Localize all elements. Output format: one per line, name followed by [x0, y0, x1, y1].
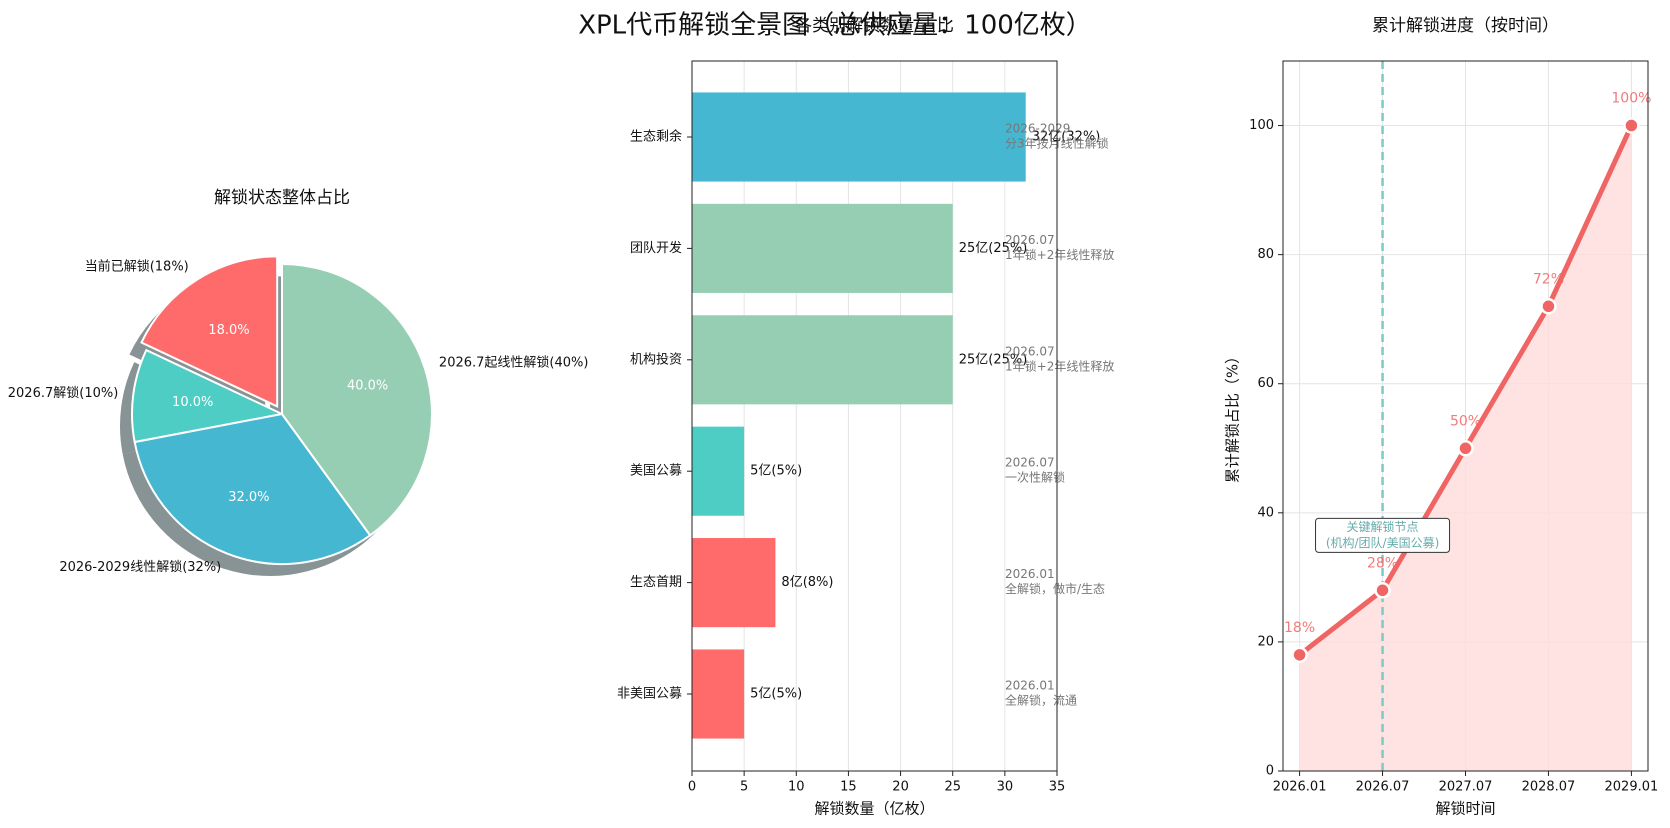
point-value-label: 28% [1367, 555, 1398, 571]
bar [692, 315, 953, 405]
slice-value-label: 40.0% [347, 379, 388, 394]
y-tick-label: 20 [1257, 634, 1274, 649]
y-tick-label: 机构投资 [630, 351, 682, 367]
bar-note: 全解锁，做市/生态 [1005, 581, 1105, 596]
y-tick-label: 100 [1249, 118, 1274, 133]
bar-value-label: 5亿(5%) [750, 687, 802, 702]
bar-note: 2026.01 [1005, 679, 1055, 693]
slice-label: 2026.7起线性解锁(40%) [439, 355, 589, 371]
slice-value-label: 18.0% [208, 323, 249, 338]
chart-title: 各类别解锁数量/占比 [795, 16, 954, 36]
point [1457, 440, 1474, 457]
bar-value-label: 8亿(8%) [781, 575, 833, 590]
bar-note: 2026.07 [1005, 233, 1055, 247]
point-value-label: 50% [1450, 413, 1481, 429]
y-tick-label: 团队开发 [630, 240, 682, 256]
x-tick-label: 5 [740, 780, 748, 795]
bar [692, 203, 953, 293]
bar-note: 1年锁+2年线性释放 [1005, 247, 1114, 262]
x-tick-label: 2026.01 [1273, 780, 1327, 795]
point-value-label: 100% [1611, 91, 1651, 107]
x-tick-label: 35 [1049, 780, 1066, 795]
bar [692, 649, 745, 739]
x-tick-label: 2028.07 [1522, 780, 1576, 795]
axes-frame [1282, 60, 1649, 772]
x-tick-label: 2026.07 [1356, 780, 1410, 795]
x-axis-label: 解锁时间 [1435, 800, 1495, 818]
y-tick-label: 生态剩余 [630, 129, 682, 145]
bar [692, 426, 745, 516]
bar-value-label: 5亿(5%) [750, 464, 802, 479]
x-tick-label: 0 [688, 780, 696, 795]
x-tick-label: 2029.01 [1605, 780, 1659, 795]
slice-label: 当前已解锁(18%) [85, 259, 189, 275]
annotation-text: 关键解锁节点 [1347, 519, 1419, 534]
y-tick-label: 生态首期 [630, 575, 682, 590]
bar-value-label: 25亿(25%) [959, 241, 1028, 256]
x-tick-label: 15 [840, 780, 857, 795]
point [1374, 582, 1391, 599]
y-tick-label: 0 [1266, 764, 1274, 779]
bar-note: 全解锁，流通 [1005, 693, 1077, 708]
slice-label: 2026.7解锁(10%) [8, 385, 119, 401]
axes-frame [691, 60, 1058, 772]
bar-note: 2026.07 [1005, 456, 1055, 470]
annotation-box [1315, 517, 1451, 553]
y-tick-label: 非美国公募 [617, 687, 682, 702]
bar [692, 92, 1026, 182]
point [1291, 646, 1308, 664]
bar-value-label: 32亿(32%) [1032, 130, 1101, 145]
pie-slice [140, 255, 279, 408]
x-tick-label: 10 [788, 780, 805, 795]
bar-note: 一次性解锁 [1005, 470, 1065, 485]
slice-value-label: 32.0% [228, 490, 269, 505]
x-tick-label: 2027.07 [1439, 780, 1493, 795]
y-axis-label: 累计解锁占比（%） [1224, 349, 1242, 483]
slice-label: 2026-2029线性解锁(32%) [59, 559, 221, 575]
point [1623, 117, 1640, 134]
pie-slice [133, 412, 372, 565]
bar-note: 2026.01 [1005, 567, 1055, 581]
y-tick-label: 80 [1257, 247, 1274, 262]
slice-value-label: 10.0% [172, 395, 213, 410]
y-tick-label: 美国公募 [630, 464, 682, 479]
bar [692, 538, 776, 628]
y-tick-label: 60 [1257, 376, 1274, 391]
y-tick-label: 40 [1257, 505, 1274, 520]
annotation-text: (机构/团队/美国公募) [1326, 535, 1439, 550]
point-value-label: 18% [1284, 620, 1315, 636]
x-axis-label: 解锁数量（亿枚） [814, 800, 934, 818]
point-value-label: 72% [1533, 271, 1564, 287]
x-tick-label: 25 [944, 780, 961, 795]
bar-note: 1年锁+2年线性释放 [1005, 358, 1114, 373]
x-tick-label: 30 [997, 780, 1014, 795]
pie-slice [281, 262, 433, 537]
figure-title: XPL代币解锁全景图（总供应量：100亿枚） [578, 11, 1092, 41]
x-tick-label: 20 [892, 780, 909, 795]
chart-title: 解锁状态整体占比 [214, 188, 350, 208]
chart-title: 累计解锁进度（按时间） [1372, 16, 1559, 36]
point [1540, 298, 1557, 315]
bar-note: 2026.07 [1005, 344, 1055, 358]
bar-value-label: 25亿(25%) [959, 352, 1028, 367]
pie-slice [131, 348, 286, 444]
bar-note: 2026-2029 [1005, 122, 1070, 136]
